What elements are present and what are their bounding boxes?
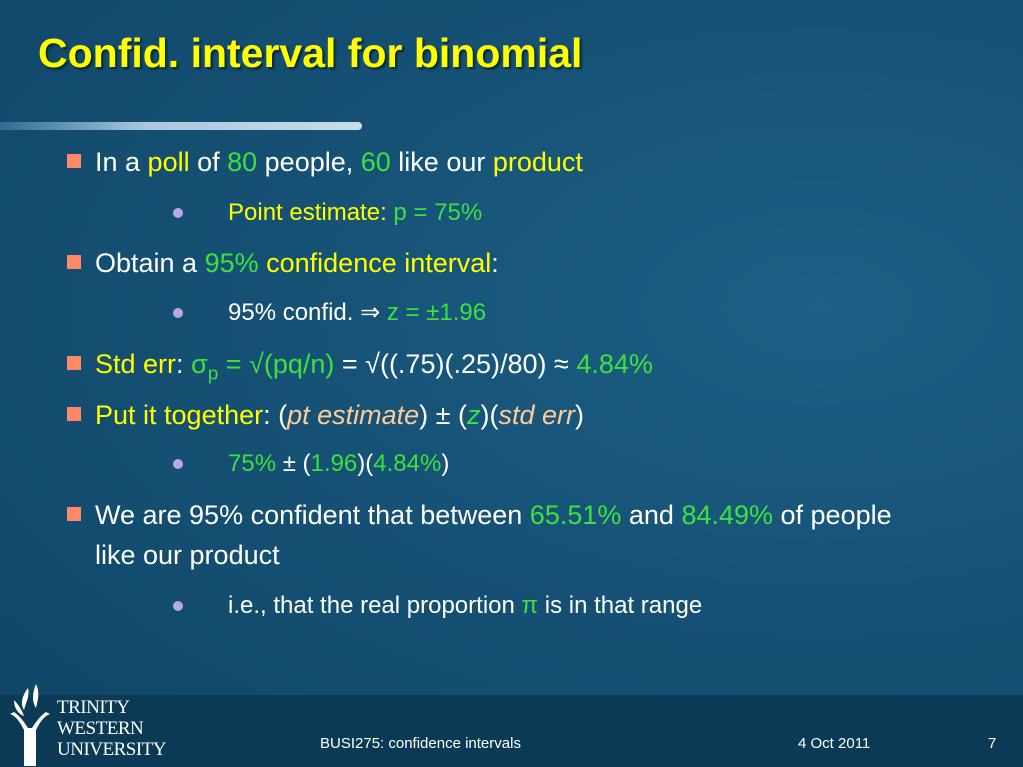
text-run: ) ± (	[419, 400, 467, 430]
text-run: confidence interval	[258, 248, 492, 278]
text-run: )	[441, 450, 450, 477]
text-run: p = 75%	[393, 199, 483, 226]
text-run: 65.51%	[529, 500, 622, 530]
text-run: = √((.75)(.25)/80) ≈	[334, 349, 577, 379]
text-run: is in that range	[538, 592, 703, 619]
bullet-level-2: 75% ± (1.96)(4.84%)	[173, 446, 988, 482]
text-run: )	[575, 400, 584, 430]
bullet-marker	[173, 308, 183, 318]
text-run: 95% confid. ⇒	[228, 299, 387, 326]
bullet-marker	[67, 154, 81, 168]
logo-emblem	[10, 684, 50, 766]
text-run: σ	[191, 349, 208, 379]
text-run: 95%	[204, 248, 259, 278]
text-run: )(	[480, 400, 499, 430]
bullet-level-1: We are 95% confident that between 65.51%…	[67, 495, 895, 575]
title-underline	[0, 122, 362, 130]
bullet-marker	[173, 601, 183, 611]
bullet-marker	[67, 356, 81, 370]
footer-course: BUSI275: confidence intervals	[320, 735, 521, 752]
text-run: product	[492, 147, 583, 177]
text-run: :	[176, 349, 192, 379]
bullet-marker	[67, 255, 81, 269]
text-run: Obtain a	[95, 248, 205, 278]
bullet-marker	[67, 407, 81, 421]
slide-title: Confid. interval for binomial	[38, 30, 583, 76]
text-run: i.e., that the real proportion	[228, 592, 522, 619]
text-run: 4.84%	[576, 349, 653, 379]
text-run: 4.84%	[373, 450, 442, 477]
bullet-level-2: Point estimate: p = 75%	[173, 195, 988, 231]
logo-text: UNIVERSITY	[57, 739, 167, 760]
footer-page: 7	[988, 735, 997, 752]
text-run: 75%	[228, 450, 277, 477]
text-run: like our	[390, 147, 493, 177]
bullet-level-2: i.e., that the real proportion π is in t…	[173, 588, 988, 624]
text-run: :	[491, 248, 499, 278]
text-run: of people like our product	[95, 500, 900, 570]
bullet-marker	[173, 459, 183, 469]
bullet-level-2: 95% confid. ⇒ z = ±1.96	[173, 295, 988, 331]
text-run: std err	[498, 400, 575, 430]
logo-text: TRINITY	[57, 697, 130, 718]
text-run: pt estimate	[287, 400, 420, 430]
bullet-marker	[173, 208, 183, 218]
bullet-level-1: In a poll of 80 people, 60 like our prod…	[67, 142, 895, 182]
text-run: z = ±1.96	[386, 299, 487, 326]
text-run: Std err	[95, 349, 177, 379]
footer-band	[0, 695, 1023, 767]
text-run: 84.49%	[681, 500, 774, 530]
text-run: Point estimate:	[228, 199, 394, 226]
bullet-level-1: Obtain a 95% confidence interval:	[67, 243, 895, 283]
text-run: 80	[227, 147, 258, 177]
text-run: people,	[257, 147, 361, 177]
text-run: )(	[357, 450, 374, 477]
text-run: poll	[147, 147, 190, 177]
text-run: z	[466, 400, 481, 430]
text-run: We are 95% confident that between	[95, 500, 530, 530]
text-run: Put it together	[95, 400, 264, 430]
bullet-marker	[67, 507, 81, 521]
text-run: and	[621, 500, 682, 530]
logo-text: WESTERN	[57, 718, 144, 739]
text-run: p	[207, 363, 219, 385]
footer-date: 4 Oct 2011	[798, 735, 871, 752]
text-run: ± (	[276, 450, 311, 477]
bullet-level-1: Put it together: (pt estimate) ± (z)(std…	[67, 395, 895, 435]
text-run: 60	[360, 147, 391, 177]
text-run: of	[189, 147, 228, 177]
text-run: = √(pq/n)	[218, 349, 335, 379]
text-run: In a	[95, 147, 148, 177]
text-run: 1.96	[310, 450, 358, 477]
bullet-level-1: Std err: σp = √(pq/n) = √((.75)(.25)/80)…	[67, 344, 895, 395]
text-run: π	[521, 592, 539, 619]
text-run: : (	[263, 400, 288, 430]
